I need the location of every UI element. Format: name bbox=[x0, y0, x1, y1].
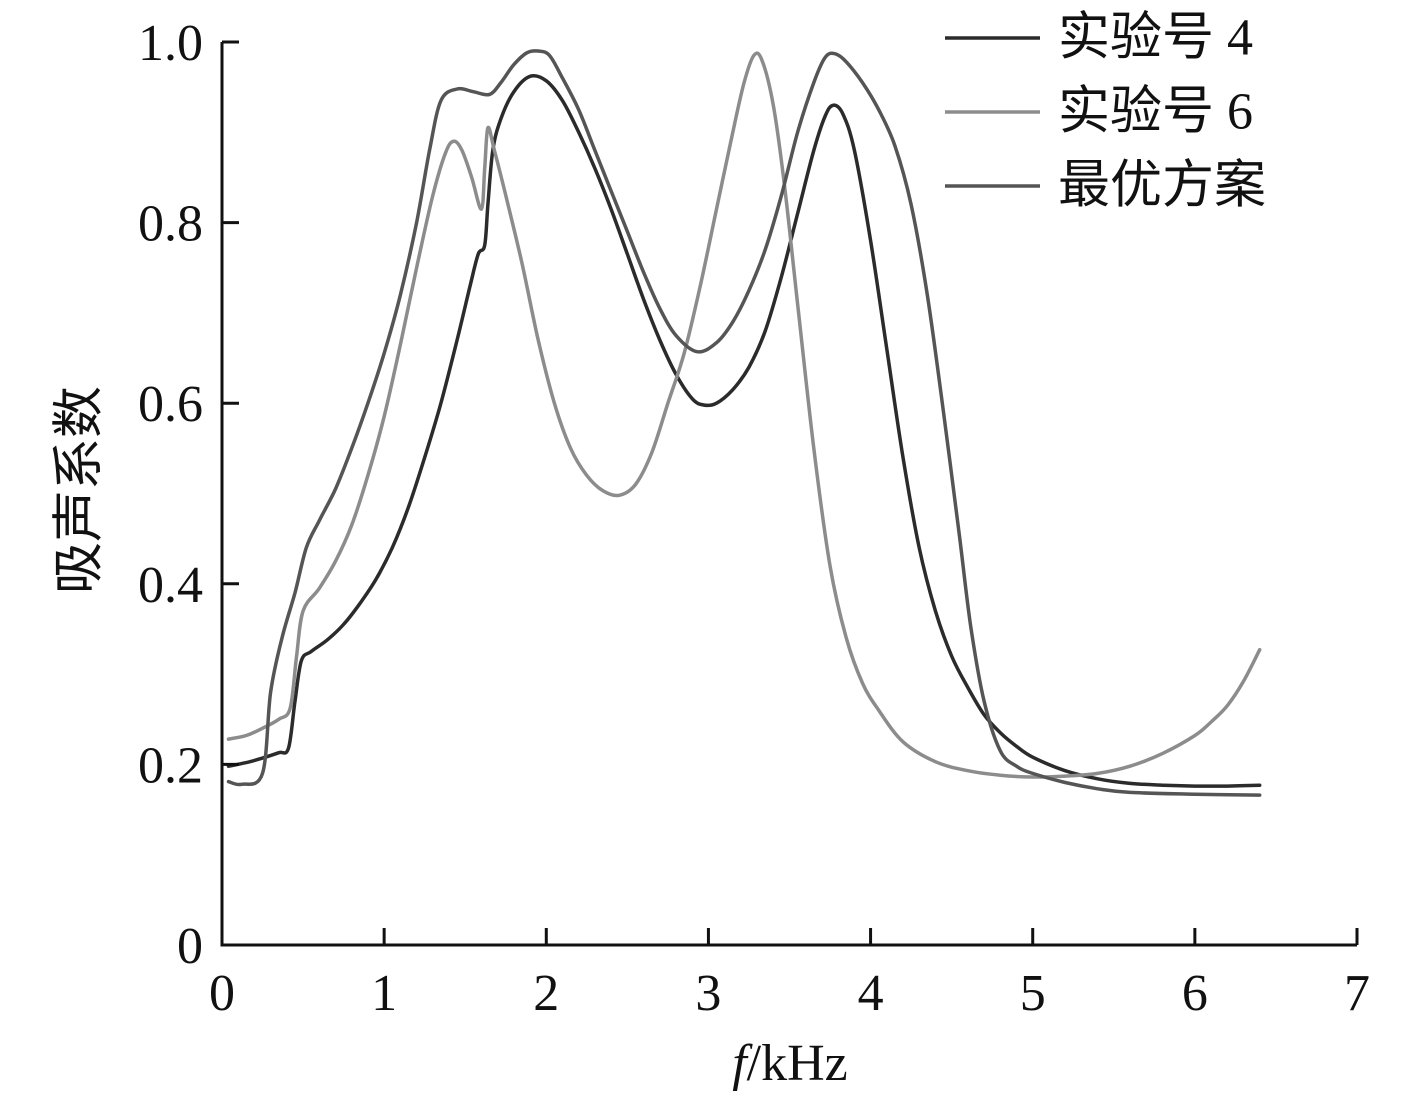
x-axis-label: f/kHz bbox=[732, 1035, 848, 1092]
experiment-6-line bbox=[226, 51, 1262, 779]
x-tick-label: 4 bbox=[858, 965, 884, 1022]
y-tick-label: 0 bbox=[177, 918, 203, 975]
y-tick-label: 0.8 bbox=[138, 196, 203, 253]
plot-area bbox=[226, 49, 1262, 797]
axes bbox=[220, 42, 1357, 947]
legend-label: 实验号 6 bbox=[1058, 84, 1253, 141]
y-axis-ticks: 0 0.2 0.4 0.6 0.8 1.0 bbox=[138, 15, 239, 975]
experiment-4-line bbox=[226, 73, 1262, 788]
y-axis-label: 吸声系数 bbox=[52, 386, 109, 594]
y-tick-label: 0.4 bbox=[138, 557, 203, 614]
x-tick-label: 7 bbox=[1344, 965, 1370, 1022]
x-tick-label: 1 bbox=[371, 965, 397, 1022]
x-axis-ticks: 0 1 2 3 4 5 6 7 bbox=[209, 928, 1370, 1022]
legend: 实验号 4 实验号 6 最优方案 bbox=[945, 10, 1266, 215]
x-tick-label: 3 bbox=[695, 965, 721, 1022]
legend-entry: 实验号 4 bbox=[945, 10, 1253, 67]
x-tick-label: 2 bbox=[533, 965, 559, 1022]
legend-label: 最优方案 bbox=[1058, 158, 1266, 215]
legend-label: 实验号 4 bbox=[1058, 10, 1253, 67]
x-tick-label: 5 bbox=[1020, 965, 1046, 1022]
x-tick-label: 6 bbox=[1182, 965, 1208, 1022]
x-tick-label: 0 bbox=[209, 965, 235, 1022]
y-tick-label: 0.2 bbox=[138, 737, 203, 794]
legend-entry: 最优方案 bbox=[945, 158, 1266, 215]
y-tick-label: 0.6 bbox=[138, 376, 203, 433]
y-tick-label: 1.0 bbox=[138, 15, 203, 72]
optimal-scheme-line bbox=[226, 49, 1262, 797]
legend-entry: 实验号 6 bbox=[945, 84, 1253, 141]
